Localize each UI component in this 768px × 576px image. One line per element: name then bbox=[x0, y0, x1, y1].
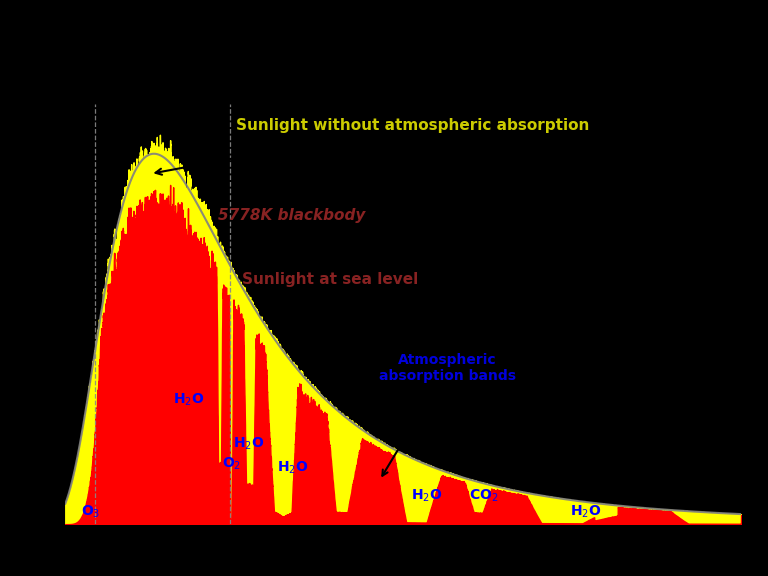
Text: 5778K blackbody: 5778K blackbody bbox=[218, 208, 366, 223]
Text: H$_2$O: H$_2$O bbox=[570, 504, 601, 520]
Text: O$_2$: O$_2$ bbox=[222, 456, 241, 472]
Text: H$_2$O: H$_2$O bbox=[173, 392, 204, 408]
Text: O$_3$: O$_3$ bbox=[81, 504, 100, 520]
Text: CO$_2$: CO$_2$ bbox=[469, 488, 498, 505]
Text: H$_2$O: H$_2$O bbox=[277, 460, 309, 476]
Text: Sunlight at sea level: Sunlight at sea level bbox=[242, 272, 418, 287]
Text: H$_2$O: H$_2$O bbox=[411, 488, 442, 505]
Text: Sunlight without atmospheric absorption: Sunlight without atmospheric absorption bbox=[155, 118, 589, 175]
Text: H$_2$O: H$_2$O bbox=[233, 436, 265, 452]
Text: Atmospheric
absorption bands: Atmospheric absorption bands bbox=[379, 353, 516, 476]
